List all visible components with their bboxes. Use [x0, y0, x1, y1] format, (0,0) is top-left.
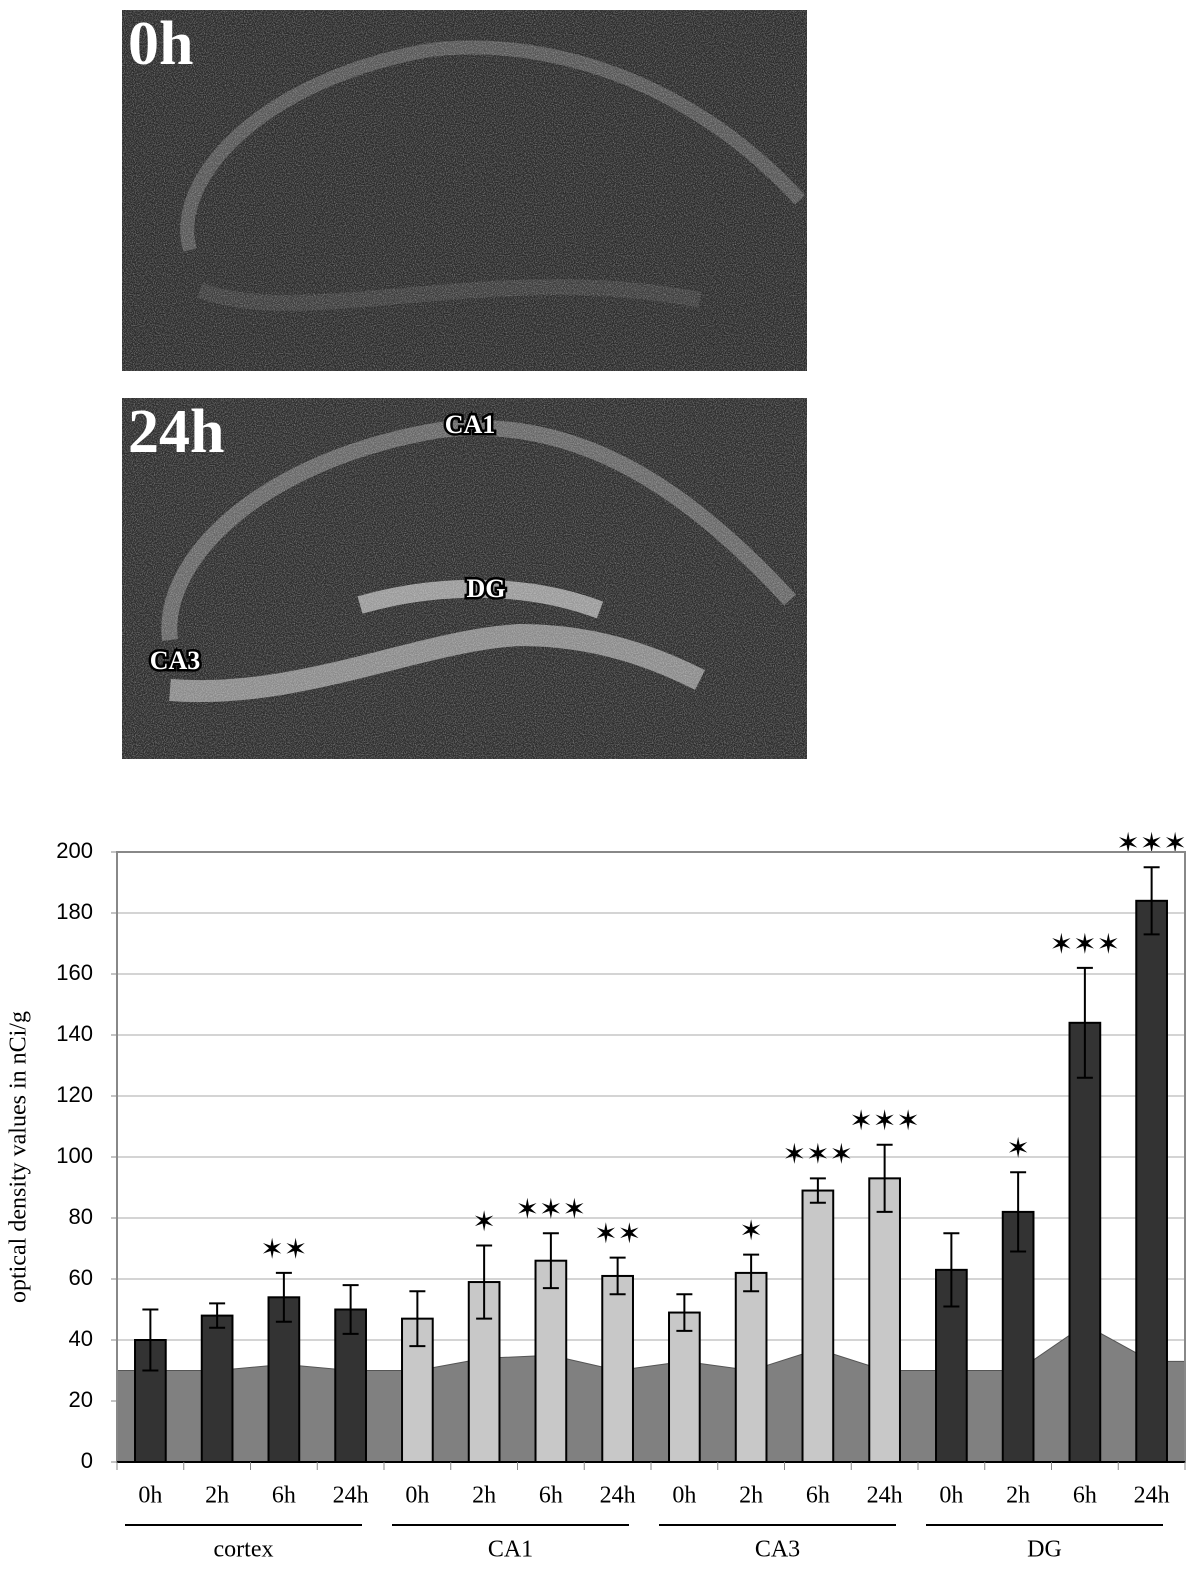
y-tick-label: 40 [69, 1326, 93, 1351]
y-tick-label: 180 [56, 899, 93, 924]
x-tick-label: 6h [1073, 1483, 1097, 1509]
group-label: DG [1027, 1537, 1062, 1563]
significance: ✶ [1006, 1133, 1029, 1164]
group-label: CA3 [755, 1537, 800, 1563]
x-tick-label: 2h [205, 1483, 229, 1509]
y-tick-label: 140 [56, 1021, 93, 1046]
x-tick-label: 0h [138, 1483, 162, 1509]
group-label: cortex [214, 1537, 274, 1563]
x-tick-label: 2h [1006, 1483, 1030, 1509]
x-tick-label: 24h [600, 1483, 636, 1509]
significance: ✶✶✶ [849, 1105, 919, 1136]
significance: ✶✶ [260, 1233, 307, 1264]
x-tick-label: 2h [739, 1483, 763, 1509]
x-tick-label: 0h [939, 1483, 963, 1509]
region-label: DG [467, 574, 506, 603]
x-tick-label: 6h [806, 1483, 830, 1509]
x-tick-label: 6h [539, 1483, 563, 1509]
y-tick-label: 100 [56, 1143, 93, 1168]
x-tick-label: 24h [333, 1483, 369, 1509]
micrograph-0h: 0h [122, 10, 807, 371]
x-tick-label: 6h [272, 1483, 296, 1509]
y-tick-label: 80 [69, 1204, 93, 1229]
region-label: CA3 [150, 646, 201, 675]
group-label: CA1 [488, 1537, 533, 1563]
x-tick-label: 0h [405, 1483, 429, 1509]
significance: ✶✶✶ [1116, 828, 1186, 859]
bar [668, 1311, 701, 1464]
image-label: 24h [128, 398, 224, 466]
bar [1001, 1210, 1035, 1464]
bar [868, 1177, 901, 1463]
significance: ✶ [472, 1206, 495, 1237]
y-tick-label: 160 [56, 960, 93, 985]
y-tick-label: 0 [81, 1448, 93, 1473]
y-tick-label: 20 [69, 1387, 93, 1412]
bar [534, 1259, 568, 1463]
significance: ✶ [739, 1215, 762, 1246]
y-tick-label: 200 [56, 838, 93, 863]
bar [334, 1308, 367, 1463]
y-axis-label: optical density values in nCi/g [6, 1011, 32, 1303]
bar [200, 1314, 234, 1463]
bar [801, 1189, 835, 1464]
significance: ✶✶✶ [516, 1194, 586, 1225]
significance: ✶✶✶ [1050, 928, 1120, 959]
y-tick-label: 120 [56, 1082, 93, 1107]
x-tick-label: 24h [867, 1483, 903, 1509]
x-tick-label: 0h [672, 1483, 696, 1509]
region-label: CA1 [445, 410, 496, 439]
x-tick-label: 24h [1134, 1483, 1170, 1509]
bar [1068, 1021, 1102, 1463]
significance: ✶✶✶ [783, 1139, 853, 1170]
bar [601, 1274, 634, 1463]
image-label: 0h [128, 10, 193, 78]
x-tick-label: 2h [472, 1483, 496, 1509]
y-tick-label: 60 [69, 1265, 93, 1290]
bar [734, 1271, 768, 1464]
bar [1135, 899, 1168, 1463]
significance: ✶✶ [594, 1218, 641, 1249]
micrograph-24h: 24h CA1 DG CA3 [122, 398, 807, 759]
